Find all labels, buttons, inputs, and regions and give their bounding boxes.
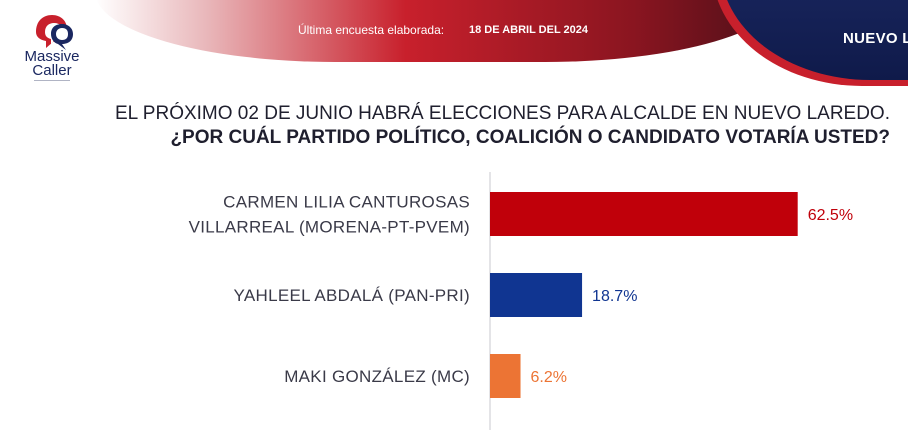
value-label-1: 18.7% <box>592 288 637 305</box>
speech-bubble-logo-icon <box>36 15 73 50</box>
logo-line-caller: Caller <box>32 62 72 79</box>
logo-wordmark: Massive Caller <box>14 48 90 79</box>
bar-0 <box>490 192 798 236</box>
category-label-0-1: VILLARREAL (MORENA-PT-PVEM) <box>189 218 470 237</box>
region-title: NUEVO L <box>843 30 908 47</box>
question-context: EL PRÓXIMO 02 DE JUNIO HABRÁ ELECCIONES … <box>114 103 890 124</box>
survey-date: 18 DE ABRIL DEL 2024 <box>469 24 589 36</box>
category-label-1-0: YAHLEEL ABDALÁ (PAN-PRI) <box>234 286 470 305</box>
survey-date-label: Última encuesta elaborada: <box>298 23 445 37</box>
value-label-0: 62.5% <box>808 207 853 224</box>
value-label-2: 6.2% <box>531 369 567 386</box>
logo-line-massive: Massive <box>24 48 80 65</box>
category-label-0-0: CARMEN LILIA CANTUROSAS <box>223 193 470 212</box>
question-title: ¿POR CUÁL PARTIDO POLÍTICO, COALICIÓN O … <box>170 127 890 148</box>
category-label-2-0: MAKI GONZÁLEZ (MC) <box>284 367 470 386</box>
header-banner-red <box>95 0 785 62</box>
bar-2 <box>490 354 521 398</box>
massive-caller-logo: Massive Caller <box>14 10 90 82</box>
bar-1 <box>490 273 583 317</box>
logo-divider <box>34 80 70 81</box>
